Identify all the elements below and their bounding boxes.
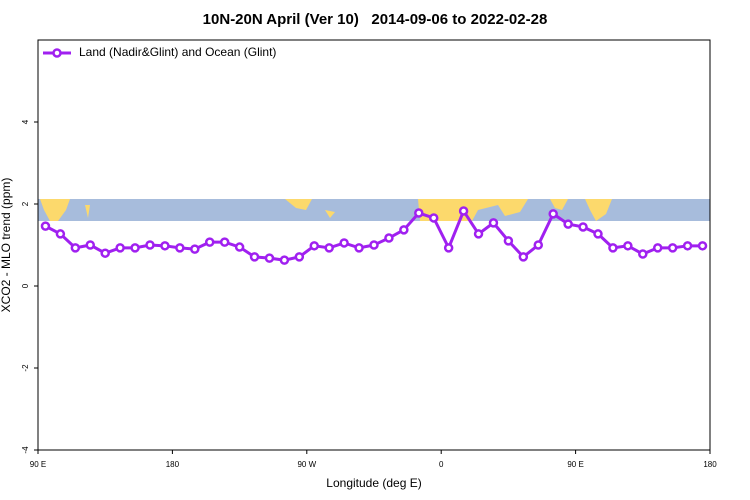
x-tick-label: 180 bbox=[166, 460, 180, 469]
data-point bbox=[294, 252, 305, 262]
data-point bbox=[593, 229, 603, 239]
data-point bbox=[563, 219, 573, 229]
data-point bbox=[473, 229, 484, 239]
legend-marker bbox=[52, 48, 62, 58]
x-axis-label: Longitude (deg E) bbox=[326, 476, 421, 490]
y-tick-label: -2 bbox=[21, 364, 30, 372]
y-tick-label: 0 bbox=[21, 283, 30, 288]
data-point bbox=[682, 241, 693, 251]
data-point bbox=[638, 249, 648, 259]
data-point bbox=[264, 253, 275, 263]
data-point bbox=[623, 241, 633, 251]
data-point bbox=[652, 243, 663, 253]
x-tick-label: 90 E bbox=[30, 460, 46, 469]
data-point bbox=[548, 209, 558, 219]
data-point bbox=[309, 241, 320, 251]
plot-frame bbox=[37, 39, 711, 451]
data-point bbox=[697, 241, 708, 251]
data-point bbox=[85, 240, 96, 250]
y-axis-label: XCO2 - MLO trend (ppm) bbox=[0, 178, 13, 313]
data-point bbox=[160, 241, 170, 251]
data-point bbox=[40, 221, 51, 231]
chart-title: 10N-20N April (Ver 10) 2014-09-06 to 202… bbox=[203, 11, 548, 28]
data-point bbox=[533, 240, 544, 250]
data-point bbox=[503, 236, 514, 246]
data-point bbox=[414, 208, 424, 218]
data-point bbox=[578, 222, 588, 232]
data-point bbox=[249, 252, 260, 262]
data-point bbox=[55, 229, 66, 239]
data-point bbox=[488, 218, 499, 228]
data-point bbox=[608, 243, 618, 253]
data-point bbox=[324, 243, 334, 253]
data-point bbox=[145, 240, 155, 250]
data-point bbox=[384, 233, 394, 243]
data-point bbox=[369, 240, 379, 250]
y-tick-label: 2 bbox=[21, 201, 30, 206]
data-point bbox=[443, 243, 454, 253]
x-tick-label: 0 bbox=[439, 460, 444, 469]
data-point bbox=[204, 237, 215, 247]
data-point bbox=[70, 243, 81, 253]
data-point bbox=[399, 225, 409, 235]
data-point bbox=[130, 243, 140, 253]
data-point bbox=[279, 255, 290, 265]
data-point bbox=[458, 206, 469, 216]
data-point bbox=[518, 252, 529, 262]
data-point bbox=[100, 248, 110, 258]
legend-label: Land (Nadir&Glint) and Ocean (Glint) bbox=[79, 45, 276, 59]
y-tick-label: 4 bbox=[21, 119, 30, 124]
data-point bbox=[234, 242, 245, 252]
map-strip bbox=[38, 199, 710, 221]
data-point bbox=[115, 243, 125, 253]
data-point bbox=[354, 243, 364, 253]
data-point bbox=[428, 213, 439, 223]
x-tick-label: 90 W bbox=[297, 460, 316, 469]
data-point bbox=[175, 243, 185, 253]
y-tick-label: -4 bbox=[21, 446, 30, 454]
data-point bbox=[667, 243, 678, 253]
data-point bbox=[339, 238, 349, 248]
data-point bbox=[190, 244, 200, 254]
data-point bbox=[219, 237, 230, 247]
x-tick-label: 180 bbox=[703, 460, 717, 469]
x-tick-label: 90 E bbox=[567, 460, 583, 469]
